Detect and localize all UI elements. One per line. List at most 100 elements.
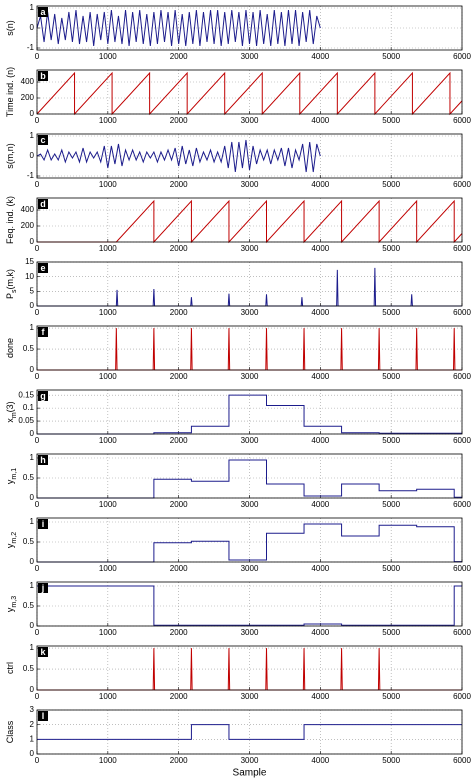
x-tick-label: 5000 <box>382 372 400 381</box>
plot-frame <box>36 645 463 691</box>
x-tick-label: 0 <box>35 628 40 637</box>
y-tick-label: 2 <box>30 720 35 729</box>
y-axis-label: ym,1 <box>5 468 18 484</box>
x-tick-label: 3000 <box>241 372 259 381</box>
x-tick-label: 2000 <box>170 564 188 573</box>
x-tick-label: 2000 <box>170 372 188 381</box>
data-line <box>36 71 463 116</box>
panel-letter: c <box>40 135 45 145</box>
x-tick-label: 0 <box>35 180 40 189</box>
x-tick-label: 3000 <box>241 756 259 765</box>
x-tick-label: 5000 <box>382 116 400 125</box>
x-tick-label: 2000 <box>170 628 188 637</box>
y-tick-label: 1 <box>30 131 35 140</box>
panel-letter: l <box>42 711 45 721</box>
panel-letter: d <box>40 199 46 209</box>
y-axis-label: xm(3) <box>5 401 18 422</box>
x-tick-label: 2000 <box>170 756 188 765</box>
panel-letter: i <box>42 519 45 529</box>
y-axis-label: Feq. ind. (k) <box>5 196 15 244</box>
x-tick-label: 6000 <box>453 244 471 253</box>
x-tick-label: 4000 <box>311 180 329 189</box>
y-tick-label: 0 <box>30 301 35 310</box>
data-line <box>37 724 462 740</box>
x-tick-label: 2000 <box>170 52 188 61</box>
y-tick-label: 1 <box>30 517 35 526</box>
data-line <box>37 394 462 435</box>
x-tick-label: 0 <box>35 372 40 381</box>
y-tick-label: 0 <box>30 685 35 694</box>
x-tick-label: 0 <box>35 500 40 509</box>
x-tick-label: 2000 <box>170 180 188 189</box>
y-axis-label: s(m,n) <box>5 143 15 169</box>
plot-frame <box>36 69 463 115</box>
data-line <box>37 459 462 499</box>
panel-letter-box <box>38 583 48 593</box>
x-tick-label: 3000 <box>241 180 259 189</box>
x-tick-label: 6000 <box>453 436 471 445</box>
x-tick-label: 6000 <box>453 756 471 765</box>
data-line <box>37 199 463 244</box>
x-tick-label: 2000 <box>170 500 188 509</box>
y-axis-label-part: Feq. ind. (k) <box>5 196 15 244</box>
y-tick-label: 1 <box>30 643 35 652</box>
x-tick-label: 1000 <box>99 756 117 765</box>
x-tick-label: 0 <box>35 52 40 61</box>
y-tick-label: 3 <box>30 705 35 714</box>
panel-letter: f <box>42 327 46 337</box>
y-axis-label-part: P <box>5 293 15 299</box>
x-tick-label: 6000 <box>453 372 471 381</box>
x-tick-label: 3000 <box>241 692 259 701</box>
y-tick-label: 0 <box>30 621 35 630</box>
x-tick-label: 6000 <box>453 116 471 125</box>
y-tick-label: 0 <box>30 557 35 566</box>
y-axis-label-part: m,2 <box>11 532 18 544</box>
x-tick-label: 5000 <box>382 52 400 61</box>
x-tick-label: 5000 <box>382 500 400 509</box>
data-line <box>36 139 321 173</box>
plot-frame <box>36 5 463 51</box>
panel-letter-box <box>38 263 48 273</box>
panel-letter: e <box>40 263 45 273</box>
y-axis-label-part: y <box>5 543 15 548</box>
x-tick-label: 0 <box>35 756 40 765</box>
x-tick-label: 4000 <box>311 564 329 573</box>
y-tick-label: 0 <box>30 749 35 758</box>
x-tick-label: 2000 <box>170 244 188 253</box>
y-axis-label-part: y <box>5 479 15 484</box>
y-tick-label: 1 <box>30 734 35 743</box>
y-axis-label-part: Class <box>5 720 15 743</box>
x-tick-label: 6000 <box>453 692 471 701</box>
panel-letter: j <box>41 583 45 593</box>
x-tick-label: 6000 <box>453 52 471 61</box>
x-tick-label: 1000 <box>99 436 117 445</box>
x-tick-label: 2000 <box>170 308 188 317</box>
y-axis-label-part: (m,k) <box>5 269 15 290</box>
y-tick-label: 400 <box>21 77 35 86</box>
y-axis-label: done <box>5 338 15 358</box>
y-axis-label-part: m,1 <box>11 468 18 480</box>
x-tick-label: 5000 <box>382 244 400 253</box>
x-tick-label: 1000 <box>99 628 117 637</box>
panel-letter-box <box>38 71 48 81</box>
y-tick-label: 1 <box>30 3 35 12</box>
x-tick-label: 1000 <box>99 372 117 381</box>
x-tick-label: 3000 <box>241 116 259 125</box>
y-axis-label-part: m <box>11 412 18 418</box>
x-tick-label: 4000 <box>311 308 329 317</box>
plot-frame <box>36 261 463 307</box>
x-tick-label: 1000 <box>99 308 117 317</box>
data-line <box>37 523 462 563</box>
y-tick-label: 0.5 <box>23 664 35 673</box>
y-tick-label: 1 <box>30 453 35 462</box>
y-axis-label: ym,3 <box>5 596 18 612</box>
plot-frame <box>36 453 463 499</box>
y-tick-label: 5 <box>30 286 35 295</box>
panel-letter-box <box>38 519 48 529</box>
x-tick-label: 5000 <box>382 756 400 765</box>
y-axis-label-part: x <box>5 418 15 423</box>
y-axis-label-part: done <box>5 338 15 358</box>
x-tick-label: 1000 <box>99 52 117 61</box>
data-line <box>37 585 462 626</box>
plot-frame <box>36 517 463 563</box>
